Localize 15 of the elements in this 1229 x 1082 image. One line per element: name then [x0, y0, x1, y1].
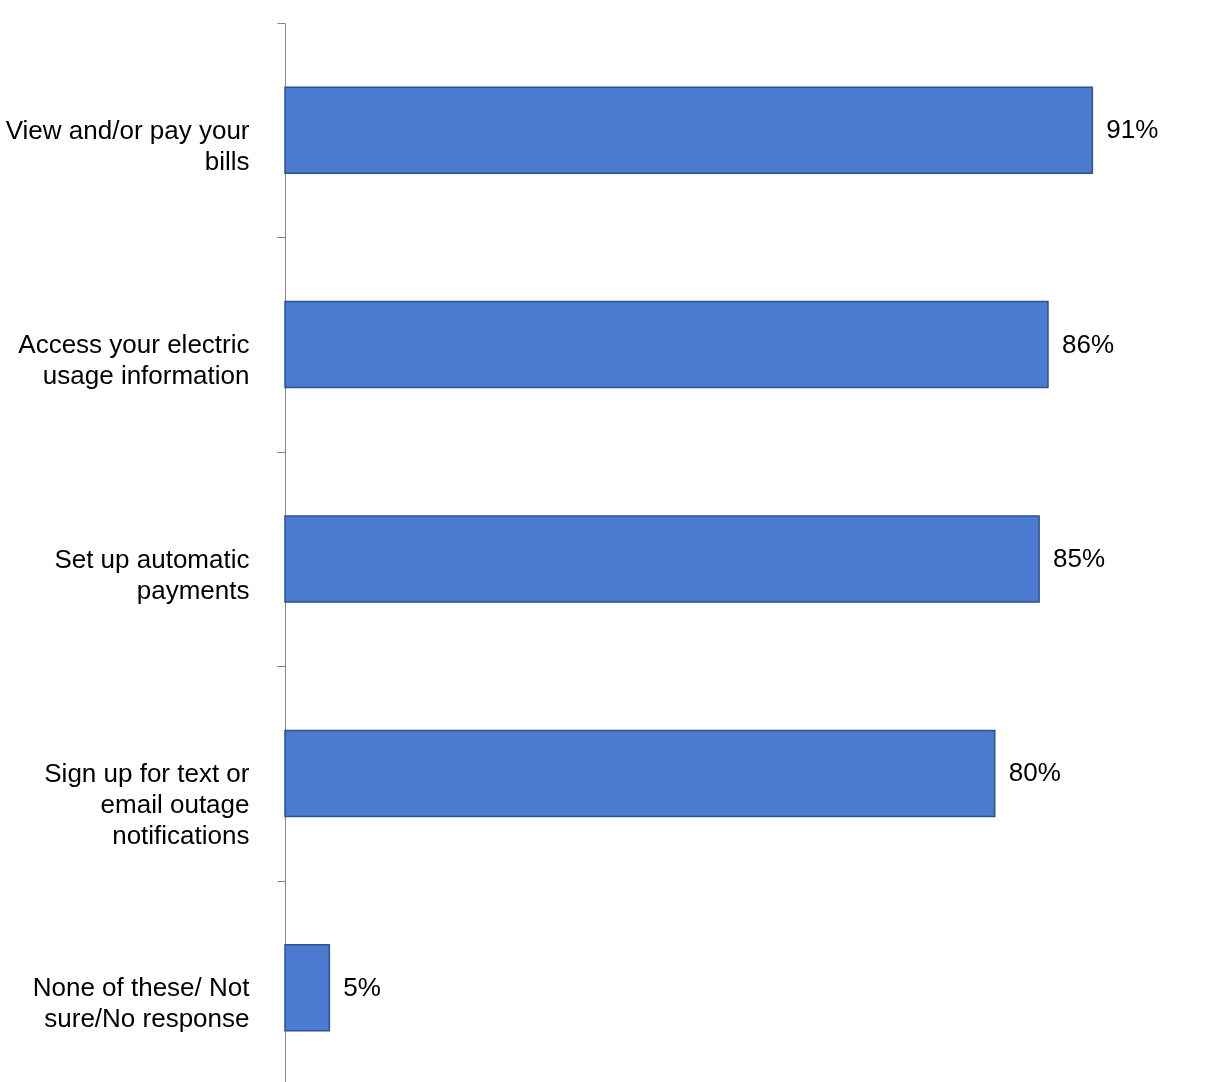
y-tick-label: Set up automatic payments — [54, 543, 250, 605]
bar — [284, 86, 1094, 174]
data-label: 80% — [1008, 757, 1061, 788]
bar — [284, 944, 331, 1032]
y-tick-label: None of these/ Not sure/No response — [32, 972, 251, 1034]
data-label: 5% — [343, 971, 381, 1002]
data-label: 91% — [1106, 114, 1159, 145]
data-label: 85% — [1053, 543, 1106, 573]
y-tick-label: View and/or pay your bills — [5, 114, 250, 176]
y-tick-label: Sign up for text or email outage notifications — [44, 757, 250, 850]
bar — [284, 515, 1040, 603]
bar — [284, 729, 996, 818]
bar — [284, 300, 1049, 389]
data-label: 86% — [1061, 328, 1115, 359]
y-tick-label: Access your electric usage information — [18, 329, 250, 391]
